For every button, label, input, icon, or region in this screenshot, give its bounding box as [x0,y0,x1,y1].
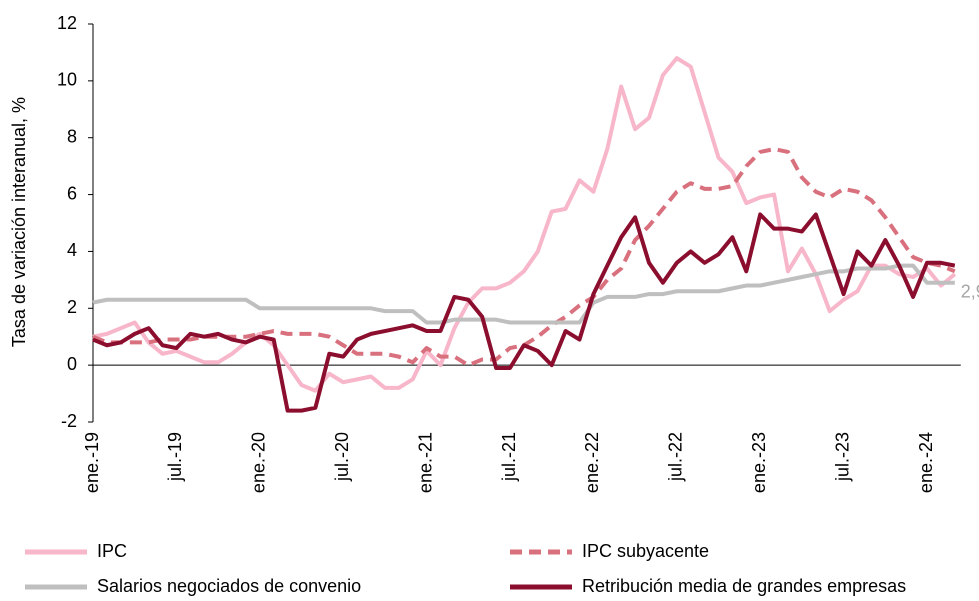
legend-label: IPC [97,541,127,561]
x-tick-label: jul.-22 [666,432,686,482]
y-tick-label: 8 [67,126,77,146]
x-tick-label: jul.-21 [499,432,519,482]
line-series [92,56,957,393]
line-series [92,212,956,413]
end-label: 2,9 [961,281,979,301]
x-tick-label: ene.-23 [749,432,769,493]
legend-label: IPC subyacente [582,541,709,561]
x-tick-label: jul.-20 [332,432,352,482]
legend-label: Retribución media de grandes empresas [582,576,906,596]
y-tick-label: 12 [57,13,77,33]
x-tick-label: ene.-24 [916,432,936,493]
x-tick-label: ene.-20 [249,432,269,493]
x-tick-label: jul.-23 [832,432,852,482]
legend-label: Salarios negociados de convenio [97,576,361,596]
y-tick-label: 6 [67,183,77,203]
line-series [92,147,956,368]
y-tick-label: 10 [57,70,77,90]
x-tick-label: ene.-19 [82,432,102,493]
y-tick-label: 4 [67,240,77,260]
line-series [92,263,955,325]
x-tick-label: jul.-19 [165,432,185,482]
x-tick-label: ene.-22 [582,432,602,493]
x-tick-label: ene.-21 [415,432,435,493]
y-tick-label: 2 [67,297,77,317]
y-axis-label: Tasa de variación interanual, % [9,97,29,347]
y-tick-label: 0 [67,354,77,374]
y-tick-label: -2 [61,411,77,431]
